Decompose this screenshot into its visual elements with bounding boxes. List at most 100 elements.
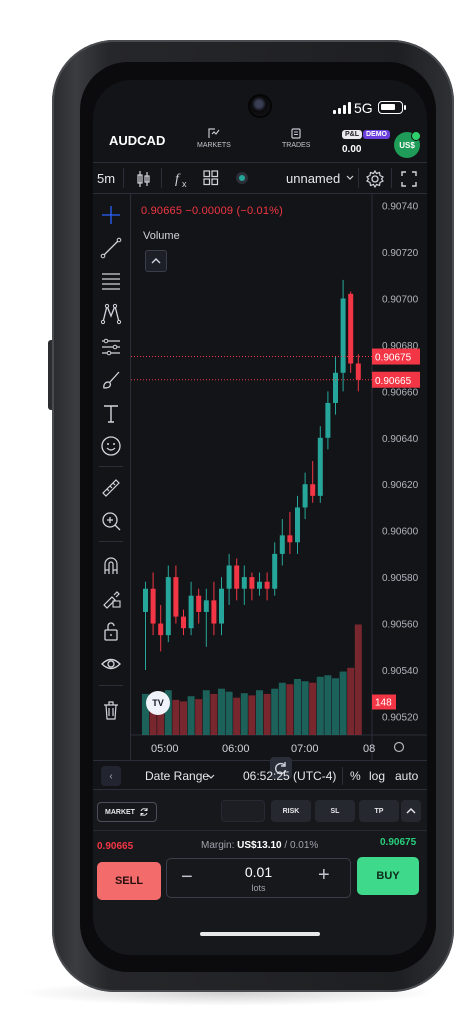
nav-trades[interactable]: TRADES: [282, 128, 310, 149]
volume-bar: [324, 675, 332, 735]
volume-bar: [354, 624, 362, 735]
buy-button[interactable]: BUY: [357, 857, 419, 895]
collapse-legend-button[interactable]: [145, 250, 167, 272]
price-tick-label: 0.90580: [382, 573, 419, 584]
zoom-in-icon[interactable]: [100, 510, 122, 532]
ask-price-label: 0.90675: [375, 353, 412, 364]
candle-body: [279, 535, 285, 554]
date-range-selector[interactable]: Date Range: [145, 769, 210, 783]
brush-icon[interactable]: [100, 369, 122, 391]
time-tick-label: 05:00: [151, 743, 179, 755]
unlock-icon[interactable]: [100, 620, 122, 642]
auto-toggle[interactable]: auto: [395, 769, 419, 783]
price-tick-label: 0.90620: [382, 480, 419, 491]
chevron-up-icon: [151, 258, 161, 264]
candle-body: [158, 623, 164, 636]
layout-name[interactable]: unnamed: [286, 171, 341, 186]
emoji-icon[interactable]: [100, 435, 122, 457]
demo-badge: DEMO: [363, 130, 390, 139]
volume-bar: [233, 697, 241, 735]
order-type-button[interactable]: MARKET: [97, 802, 157, 822]
volume-bar: [210, 693, 218, 735]
volume-bar: [301, 681, 309, 735]
volume-bar: [248, 695, 256, 735]
account-avatar[interactable]: US$: [394, 131, 421, 158]
symbol-name[interactable]: AUDCAD: [109, 133, 166, 148]
pl-label: P&L: [342, 130, 362, 139]
nav-markets[interactable]: MARKETS: [197, 128, 231, 149]
markets-icon: [208, 128, 220, 138]
axis-settings-icon: [393, 741, 405, 753]
empty-tab[interactable]: [221, 800, 265, 822]
volume-bar: [164, 690, 172, 735]
reset-chart-button[interactable]: [270, 757, 292, 779]
percent-toggle[interactable]: %: [350, 769, 361, 783]
log-toggle[interactable]: log: [369, 769, 386, 783]
candle-body: [150, 588, 156, 624]
volume-bar: [195, 699, 203, 735]
templates-icon[interactable]: [203, 169, 219, 187]
decrease-quantity-button[interactable]: −: [181, 866, 193, 888]
back-button[interactable]: ‹: [101, 766, 121, 786]
pattern-icon[interactable]: [100, 303, 122, 325]
volume-bar: [172, 699, 180, 735]
signal-icon: [333, 102, 351, 114]
text-icon[interactable]: [100, 402, 122, 424]
price-tick-label: 0.90640: [382, 434, 419, 445]
fullscreen-icon[interactable]: [401, 171, 417, 187]
volume-bar: [271, 688, 279, 735]
price-legend: 0.90665 −0.00009 (−0.01%): [141, 205, 284, 217]
interval-selector[interactable]: 5m: [97, 171, 116, 186]
expand-panel-button[interactable]: [401, 800, 421, 822]
sell-button[interactable]: SELL: [97, 862, 161, 900]
volume-bar: [286, 684, 294, 735]
risk-button[interactable]: RISK: [271, 800, 311, 822]
candle-body: [287, 535, 293, 543]
time-tick-label: 07:00: [291, 743, 319, 755]
price-tick-label: 0.90520: [382, 712, 419, 723]
price-tick-label: 0.90720: [382, 248, 419, 259]
bid-price-label: 0.90665: [375, 376, 412, 387]
candle-body: [333, 372, 338, 403]
order-type-label: MARKET: [105, 808, 135, 816]
status-dot-icon[interactable]: [236, 172, 248, 184]
crosshair-icon[interactable]: [100, 204, 122, 226]
settings-icon[interactable]: [365, 169, 385, 189]
volume-bar: [180, 701, 187, 735]
volume-value-label: 148: [375, 697, 392, 708]
lock-drawing-icon[interactable]: [100, 587, 122, 609]
chart-clock[interactable]: 06:52:25 (UTC-4): [243, 769, 337, 783]
trash-icon[interactable]: [100, 699, 122, 721]
volume-label: Volume: [143, 230, 180, 242]
prediction-icon[interactable]: [100, 336, 122, 358]
volume-bar: [142, 693, 149, 735]
home-indicator: [200, 932, 320, 936]
volume-bar: [256, 690, 263, 735]
volume-bar: [149, 703, 157, 735]
fib-icon[interactable]: [100, 270, 122, 292]
chart-area[interactable]: 0.90740 0.90720 0.90700 0.90680 0.90660 0.906…: [131, 194, 427, 779]
ruler-icon[interactable]: [100, 477, 122, 499]
price-tick-label: 0.90740: [382, 202, 419, 213]
magnet-icon[interactable]: [100, 554, 122, 576]
battery-icon: [378, 101, 406, 114]
eye-icon[interactable]: [100, 653, 122, 675]
candles-icon[interactable]: [136, 169, 152, 189]
candle-body: [196, 595, 202, 612]
price-tick-label: 0.90700: [382, 294, 419, 305]
trades-icon: [291, 128, 301, 139]
chart-canvas[interactable]: 0.907400.907200.907000.906800.906600.906…: [131, 194, 427, 760]
margin-percent: / 0.01%: [284, 840, 319, 851]
time-tick-label: 06:00: [222, 743, 250, 755]
trendline-icon[interactable]: [100, 237, 122, 259]
chevron-down-icon[interactable]: [207, 774, 215, 780]
tp-button[interactable]: TP: [359, 800, 399, 822]
sl-button[interactable]: SL: [315, 800, 355, 822]
swap-icon: [140, 808, 148, 816]
chevron-down-icon[interactable]: [346, 175, 354, 181]
quantity-input[interactable]: 0.01: [244, 864, 273, 880]
increase-quantity-button[interactable]: +: [318, 864, 330, 886]
app-screen: 5G AUDCAD MARKETS TRADES P&L DEMO 0.00 U…: [93, 80, 427, 955]
candle-body: [241, 577, 247, 589]
